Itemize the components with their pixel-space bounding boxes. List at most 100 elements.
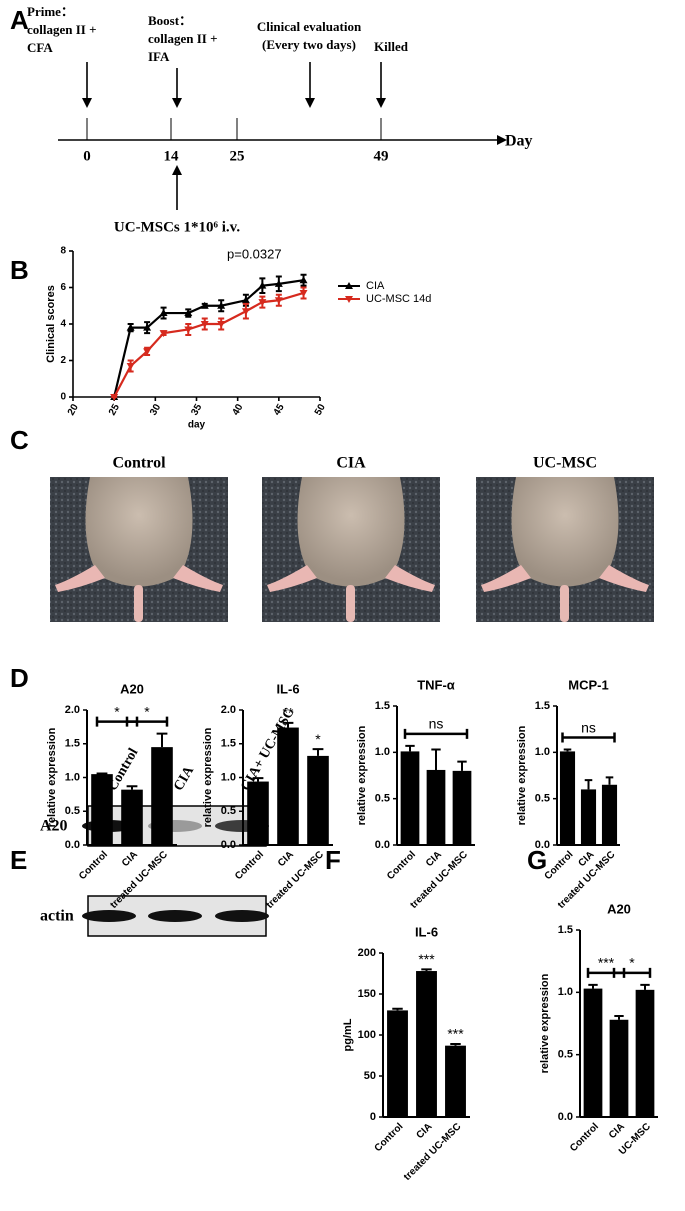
y-axis-label: Clinical scores xyxy=(45,285,57,363)
row-label: actin xyxy=(40,908,74,925)
bar xyxy=(583,988,603,1117)
chart-title: IL-6 xyxy=(415,924,438,939)
chart-title: A20 xyxy=(120,681,144,696)
y-tick-label: 0.0 xyxy=(535,839,550,851)
lane-label: CIA xyxy=(171,763,197,794)
day-label: 49 xyxy=(374,148,389,164)
y-tick-label: 1.5 xyxy=(558,924,573,936)
bar xyxy=(559,751,576,845)
error-bar xyxy=(640,983,650,990)
band xyxy=(82,910,136,922)
bar xyxy=(91,774,113,845)
event-text: CFA xyxy=(27,40,53,55)
chart-title: A20 xyxy=(607,901,631,916)
x-tick-label: 50 xyxy=(313,402,328,418)
bar xyxy=(416,971,437,1117)
injection-text: UC-MSCs 1*10⁶ i.v. xyxy=(114,219,240,235)
bar xyxy=(426,769,446,845)
y-tick-label: 2.0 xyxy=(221,704,236,716)
y-tick-label: 1.5 xyxy=(375,700,390,712)
point xyxy=(126,323,135,331)
day-label: 25 xyxy=(230,148,245,164)
error-bar xyxy=(392,1007,403,1011)
event-text: Prime： xyxy=(27,4,74,19)
y-tick-label: 0.0 xyxy=(558,1111,573,1123)
significance: * xyxy=(315,731,321,747)
y-axis-label: relative expression xyxy=(356,725,368,825)
y-tick-label: 1.0 xyxy=(558,986,573,998)
significance: ** xyxy=(283,705,294,721)
bar xyxy=(307,755,329,845)
event-text: collagen II + xyxy=(148,31,218,46)
point xyxy=(299,276,308,284)
x-tick-label: CIA xyxy=(276,849,296,869)
y-axis-label: relative expression xyxy=(516,725,528,825)
point xyxy=(217,301,226,309)
bar xyxy=(247,781,269,845)
x-tick-label: 45 xyxy=(272,402,287,418)
error-bar xyxy=(126,785,138,790)
bracket-label: ns xyxy=(581,719,596,735)
x-tick-label: 20 xyxy=(66,402,81,418)
point xyxy=(126,362,135,370)
significance: *** xyxy=(418,951,435,967)
error-bar xyxy=(252,777,264,782)
y-tick-label: 0.0 xyxy=(65,839,80,851)
error-bar xyxy=(605,776,614,785)
bar xyxy=(445,1045,466,1117)
error-bar xyxy=(405,744,415,752)
x-tick-label: Control xyxy=(385,849,418,882)
y-tick-label: 1.0 xyxy=(375,746,390,758)
y-tick-label: 6 xyxy=(60,282,66,293)
event-text: collagen II + xyxy=(27,22,97,37)
point xyxy=(274,297,283,305)
mouse-paw xyxy=(173,565,223,592)
error-bar xyxy=(96,772,108,775)
bar xyxy=(387,1010,408,1117)
x-tick-label: Control xyxy=(77,849,110,882)
error-bar xyxy=(584,779,593,790)
day-label: 14 xyxy=(164,148,180,164)
y-tick-label: 0.5 xyxy=(558,1049,573,1061)
point xyxy=(110,394,119,401)
row-label: A20 xyxy=(40,818,68,835)
mouse-paw xyxy=(481,565,531,592)
x-tick-label: treated UC-MSC xyxy=(264,849,326,911)
panel-label: E xyxy=(10,845,27,875)
bracket xyxy=(612,967,652,978)
bracket xyxy=(561,732,616,743)
error-bar xyxy=(450,1043,461,1046)
panel-label: G xyxy=(527,845,547,875)
bar xyxy=(452,770,472,845)
point xyxy=(241,296,250,304)
y-tick-label: 2 xyxy=(60,355,66,366)
chart-title: TNF-α xyxy=(417,677,455,692)
bracket xyxy=(125,716,169,727)
significance: *** xyxy=(447,1026,464,1042)
x-tick-label: CIA xyxy=(607,1121,627,1141)
point xyxy=(258,281,267,289)
mouse-paw xyxy=(385,565,435,592)
y-tick-label: 1.0 xyxy=(535,746,550,758)
panel-label: F xyxy=(325,845,341,875)
y-tick-label: 100 xyxy=(358,1029,376,1041)
point xyxy=(241,308,250,316)
point xyxy=(200,301,209,309)
y-tick-label: 0.5 xyxy=(65,805,80,817)
point xyxy=(159,330,168,338)
photo-title: CIA xyxy=(336,455,366,472)
point xyxy=(274,279,283,287)
bar xyxy=(601,784,618,845)
chart-title: IL-6 xyxy=(276,681,299,696)
error-bar xyxy=(457,760,467,771)
x-tick-label: Control xyxy=(373,1121,406,1154)
bracket-label: * xyxy=(629,955,635,971)
y-tick-label: 1.0 xyxy=(65,771,80,783)
point xyxy=(184,326,193,334)
x-tick-label: 40 xyxy=(230,402,245,418)
series-line xyxy=(113,291,304,398)
event-text: Killed xyxy=(374,39,409,54)
event-text: (Every two days) xyxy=(262,37,356,52)
mouse-body xyxy=(511,477,619,587)
